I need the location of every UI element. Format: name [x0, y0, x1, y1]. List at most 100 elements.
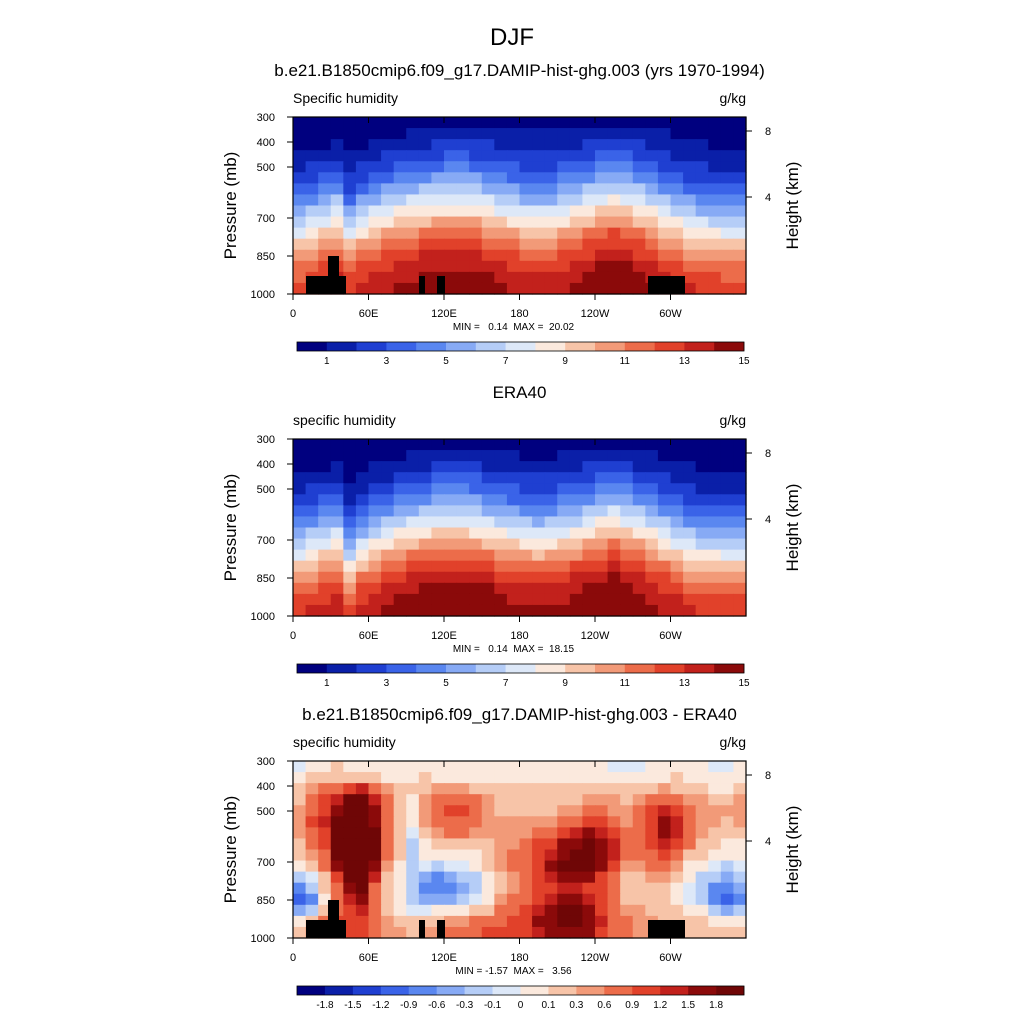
- heatmap-cell: [305, 571, 319, 584]
- variable-label: specific humidity: [293, 412, 396, 428]
- heatmap-cell: [481, 172, 495, 184]
- heatmap-cell: [569, 538, 584, 551]
- heatmap-cell: [506, 816, 521, 828]
- heatmap-cell: [444, 439, 458, 451]
- colorbar-box: [604, 986, 633, 995]
- heatmap-cell: [532, 805, 546, 817]
- heatmap-cell: [632, 582, 646, 595]
- heatmap-cell: [582, 260, 596, 273]
- heatmap-cell: [519, 527, 533, 540]
- heatmap-cell: [708, 560, 722, 573]
- heatmap-cell: [406, 139, 420, 151]
- heatmap-cell: [481, 483, 495, 495]
- heatmap-cell: [595, 150, 609, 162]
- heatmap-cell: [355, 761, 370, 773]
- heatmap-cell: [519, 216, 533, 229]
- heatmap-cell: [481, 827, 495, 840]
- heatmap-cell: [582, 516, 596, 529]
- heatmap-cell: [469, 238, 483, 251]
- heatmap-cell: [318, 871, 332, 884]
- heatmap-cell: [620, 150, 634, 162]
- heatmap-cell: [595, 772, 609, 784]
- heatmap-cell: [670, 183, 684, 196]
- heatmap-cells: [293, 761, 747, 939]
- heatmap-cell: [456, 450, 470, 462]
- heatmap-cell: [595, 582, 609, 595]
- heatmap-cell: [607, 282, 621, 295]
- heatmap-cell: [708, 483, 722, 495]
- heatmap-cell: [481, 571, 495, 584]
- heatmap-cell: [582, 882, 596, 895]
- heatmap-cell: [620, 205, 634, 218]
- heatmap-cell: [393, 560, 407, 573]
- heatmap-cell: [695, 926, 709, 939]
- heatmap-cell: [330, 516, 344, 529]
- heatmap-cell: [519, 161, 533, 173]
- heatmap-cell: [381, 271, 395, 284]
- heatmap-cell: [456, 271, 470, 284]
- heatmap-cell: [645, 582, 659, 595]
- heatmap-cell: [544, 238, 558, 251]
- x-tick-label: 60E: [359, 630, 379, 642]
- heatmap-cell: [368, 783, 382, 795]
- colorbar-frame: [296, 985, 745, 996]
- heatmap-cell: [431, 472, 445, 484]
- heatmap-cell: [695, 183, 709, 196]
- heatmap-cell: [720, 882, 735, 895]
- heatmap-cell: [318, 604, 332, 617]
- heatmap-cell: [657, 450, 672, 462]
- heatmap-cell: [657, 172, 672, 184]
- heatmap-cell: [330, 827, 344, 840]
- heatmap-cell: [444, 871, 458, 884]
- heatmap-cell: [494, 926, 508, 939]
- heatmap-cell: [645, 483, 659, 495]
- heatmap-cell: [431, 128, 445, 140]
- heatmap-cell: [330, 893, 344, 906]
- heatmap-cell: [355, 271, 370, 284]
- heatmap-cell: [343, 260, 357, 273]
- heatmap-cell: [481, 794, 495, 806]
- colorbar-label: 1.2: [653, 1000, 667, 1011]
- heatmap-cell: [506, 150, 521, 162]
- heatmap-cell: [657, 794, 672, 806]
- y-axis-label: Pressure (mb): [221, 796, 240, 904]
- heatmap-cell: [506, 483, 521, 495]
- heatmap-cell: [393, 816, 407, 828]
- heatmap-cell: [683, 516, 697, 529]
- heatmap-cell: [456, 582, 470, 595]
- heatmap-cell: [720, 260, 735, 273]
- heatmap-cell: [645, 893, 659, 906]
- heatmap-cell: [607, 450, 621, 462]
- heatmap-cell: [645, 593, 659, 606]
- variable-label: specific humidity: [293, 734, 396, 750]
- heatmap-cell: [381, 604, 395, 617]
- heatmap-cell: [582, 450, 596, 462]
- heatmap-cell: [318, 161, 332, 173]
- heatmap-cell: [293, 183, 307, 196]
- x-tick-label: 0: [290, 630, 296, 642]
- heatmap-cell: [481, 871, 495, 884]
- heatmap-cell: [381, 516, 395, 529]
- heatmap-cell: [544, 582, 558, 595]
- y-tick-label: 850: [257, 251, 275, 263]
- heatmap-cell: [305, 549, 319, 562]
- heatmap-cell: [582, 772, 596, 784]
- heatmap-cell: [431, 183, 445, 196]
- heatmap-cell: [532, 527, 546, 540]
- heatmap-cell: [418, 915, 433, 928]
- heatmap-cell: [569, 172, 584, 184]
- heatmap-cell: [620, 882, 634, 895]
- heatmap-cell: [406, 260, 420, 273]
- heatmap-cell: [582, 461, 596, 473]
- heatmap-cell: [368, 560, 382, 573]
- heatmap-cell: [519, 860, 533, 873]
- heatmap-cell: [683, 882, 697, 895]
- heatmap-cell: [683, 205, 697, 218]
- heatmap-cell: [406, 816, 420, 828]
- heatmap-cell: [569, 571, 584, 584]
- heatmap-cell: [544, 117, 558, 129]
- heatmap-cell: [506, 783, 521, 795]
- heatmap-cell: [506, 761, 521, 773]
- heatmap-cell: [368, 450, 382, 462]
- heatmap-cell: [330, 161, 344, 173]
